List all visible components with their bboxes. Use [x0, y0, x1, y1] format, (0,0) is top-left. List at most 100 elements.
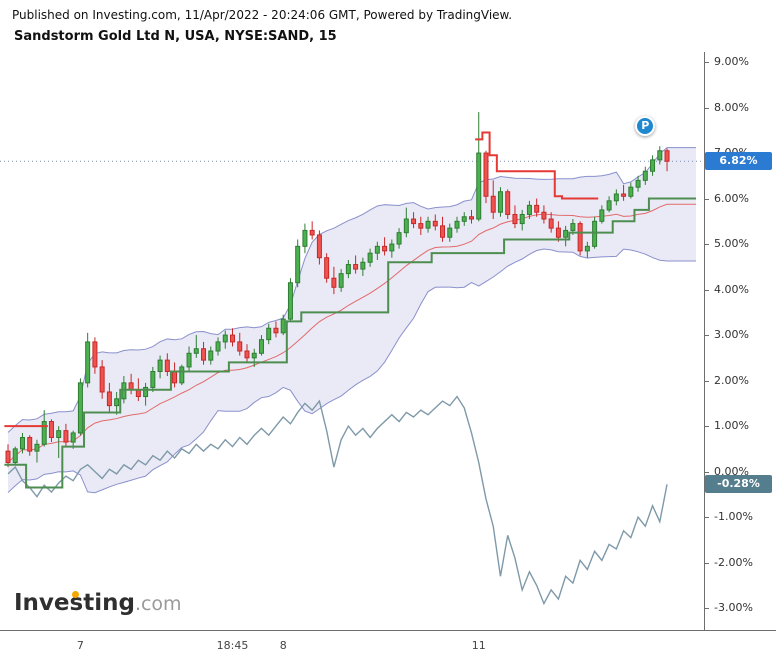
y-axis-label: 5.00% — [705, 236, 749, 252]
chart-area: 9.00%8.00%7.00%6.00%5.00%4.00%3.00%2.00%… — [0, 52, 776, 630]
candle-body — [570, 223, 576, 231]
candle-body — [295, 245, 301, 284]
candle-body — [19, 436, 25, 450]
candle-body — [244, 350, 250, 359]
candle-body — [114, 398, 120, 407]
candle-body — [396, 232, 402, 245]
y-axis-label: -2.00% — [705, 555, 753, 571]
y-axis-label: -3.00% — [705, 600, 753, 616]
y-axis-label: 8.00% — [705, 100, 749, 116]
candle-body — [657, 150, 663, 161]
x-axis-label: 18:45 — [216, 639, 249, 652]
x-axis[interactable]: 7 18:45 8 11 — [0, 630, 776, 662]
price-plot[interactable] — [0, 52, 704, 630]
candle-body — [345, 264, 351, 275]
candle-body — [599, 209, 605, 222]
candle-body — [497, 191, 503, 213]
candle-body — [650, 159, 656, 172]
candle-body — [5, 450, 11, 464]
candle-body — [230, 334, 236, 343]
published-line: Published on Investing.com, 11/Apr/2022 … — [12, 8, 513, 22]
publish-marker: P — [635, 115, 656, 136]
candle-body — [150, 370, 156, 388]
candle-body — [70, 432, 76, 443]
y-axis-label: 9.00% — [705, 54, 749, 70]
candle-body — [316, 234, 322, 259]
y-axis-label: -1.00% — [705, 509, 753, 525]
chart-title: Sandstorm Gold Ltd N, USA, NYSE:SAND, 15 — [14, 29, 337, 44]
candle-body — [135, 389, 141, 398]
candle-body — [403, 218, 409, 234]
candle-body — [476, 152, 482, 220]
candle-body — [85, 341, 91, 384]
candle-body — [584, 245, 590, 252]
candle-body — [526, 204, 532, 215]
candle-body — [555, 227, 561, 238]
red-stop-line — [4, 131, 599, 428]
x-axis-label: 8 — [279, 639, 287, 652]
candle-body — [287, 282, 293, 320]
candle-body — [280, 318, 286, 334]
candle-body — [505, 191, 511, 215]
candle-body — [461, 216, 467, 222]
candle-body — [41, 421, 47, 445]
last-price-badge: 6.82% — [705, 152, 772, 171]
candle-body — [186, 352, 192, 368]
candle-body — [27, 436, 33, 452]
x-axis-label: 11 — [471, 639, 486, 652]
candle-body — [490, 195, 496, 213]
candle-body — [143, 386, 149, 398]
candle-body — [635, 179, 641, 188]
candle-body — [266, 327, 272, 341]
bollinger-fill — [8, 147, 696, 493]
candle-body — [628, 186, 634, 197]
candle-body — [331, 277, 337, 288]
candle-body — [164, 359, 170, 372]
bollinger-upper-line — [7, 147, 696, 433]
candle-body — [382, 245, 388, 252]
candlestick-series — [5, 112, 670, 468]
candle-body — [48, 421, 54, 438]
candle-body — [483, 152, 489, 197]
candle-body — [324, 257, 330, 279]
candle-body — [12, 448, 18, 464]
candle-body — [519, 213, 525, 225]
candle-body — [92, 341, 98, 368]
candle-body — [338, 273, 344, 288]
candle-body — [222, 334, 228, 343]
candle-body — [592, 220, 598, 247]
candle-body — [215, 341, 221, 352]
candle-body — [56, 430, 62, 438]
candle-body — [418, 223, 424, 229]
candle-body — [541, 211, 547, 220]
candle-body — [577, 223, 583, 252]
candle-body — [77, 382, 83, 434]
candle-body — [193, 348, 199, 354]
logo-dot-icon — [72, 591, 79, 598]
candle-body — [179, 366, 185, 384]
candle-body — [172, 370, 178, 384]
candle-body — [621, 193, 627, 197]
investing-watermark: Investing.com — [14, 590, 182, 616]
y-axis-label: 6.00% — [705, 191, 749, 207]
y-axis-label: 2.00% — [705, 373, 749, 389]
y-axis[interactable]: 9.00%8.00%7.00%6.00%5.00%4.00%3.00%2.00%… — [704, 52, 776, 630]
candle-body — [548, 218, 554, 229]
bollinger-lower-line — [7, 248, 696, 494]
candle-body — [664, 150, 670, 162]
candle-body — [563, 229, 569, 238]
candle-body — [302, 229, 308, 247]
candle-body — [360, 261, 366, 270]
candle-body — [534, 204, 540, 213]
candle-body — [389, 243, 395, 252]
candle-body — [425, 220, 431, 229]
candle-body — [121, 382, 127, 400]
candle-body — [34, 443, 40, 452]
candle-body — [208, 350, 214, 361]
candle-body — [432, 220, 438, 227]
candle-body — [512, 213, 518, 225]
candle-body — [374, 245, 380, 254]
candle-body — [251, 352, 257, 359]
candle-body — [273, 327, 279, 334]
